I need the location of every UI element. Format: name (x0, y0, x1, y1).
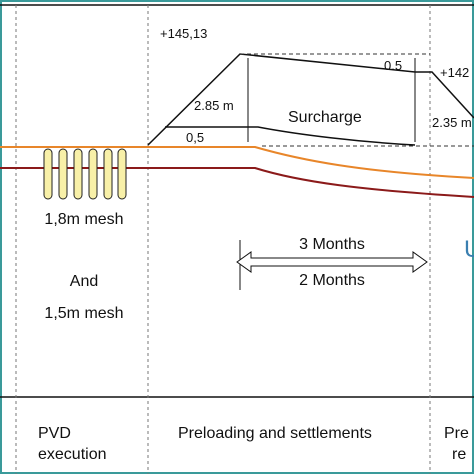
dashed-guides (240, 53, 474, 147)
label: 2.85 m (194, 98, 234, 113)
label: Surcharge (288, 109, 362, 126)
duration: 3 Months (299, 236, 365, 253)
phase: Pre (444, 425, 469, 442)
drain-text: 1,8m mesh (44, 211, 123, 228)
label: 0,5 (186, 130, 204, 145)
label: 2.35 m (432, 115, 472, 130)
drain-text: 1,5m mesh (44, 305, 123, 322)
phase: Preloading and settlements (178, 425, 372, 442)
clay-line (0, 167, 474, 198)
phase-dividers (15, 5, 431, 474)
pvd-drains (43, 148, 127, 200)
label: U (464, 236, 474, 263)
dimension-arrows (239, 58, 416, 290)
inner-embankment (165, 126, 416, 146)
ground-line (0, 146, 474, 179)
duration-arrow (236, 251, 428, 273)
phase: re (452, 446, 466, 463)
duration: 2 Months (299, 272, 365, 289)
label: 0.5 (384, 58, 402, 73)
drain-text: And (70, 273, 98, 290)
label: +142 (440, 65, 469, 80)
phase: PVD (38, 425, 71, 442)
phase: execution (38, 446, 107, 463)
label: +145,13 (160, 26, 207, 41)
